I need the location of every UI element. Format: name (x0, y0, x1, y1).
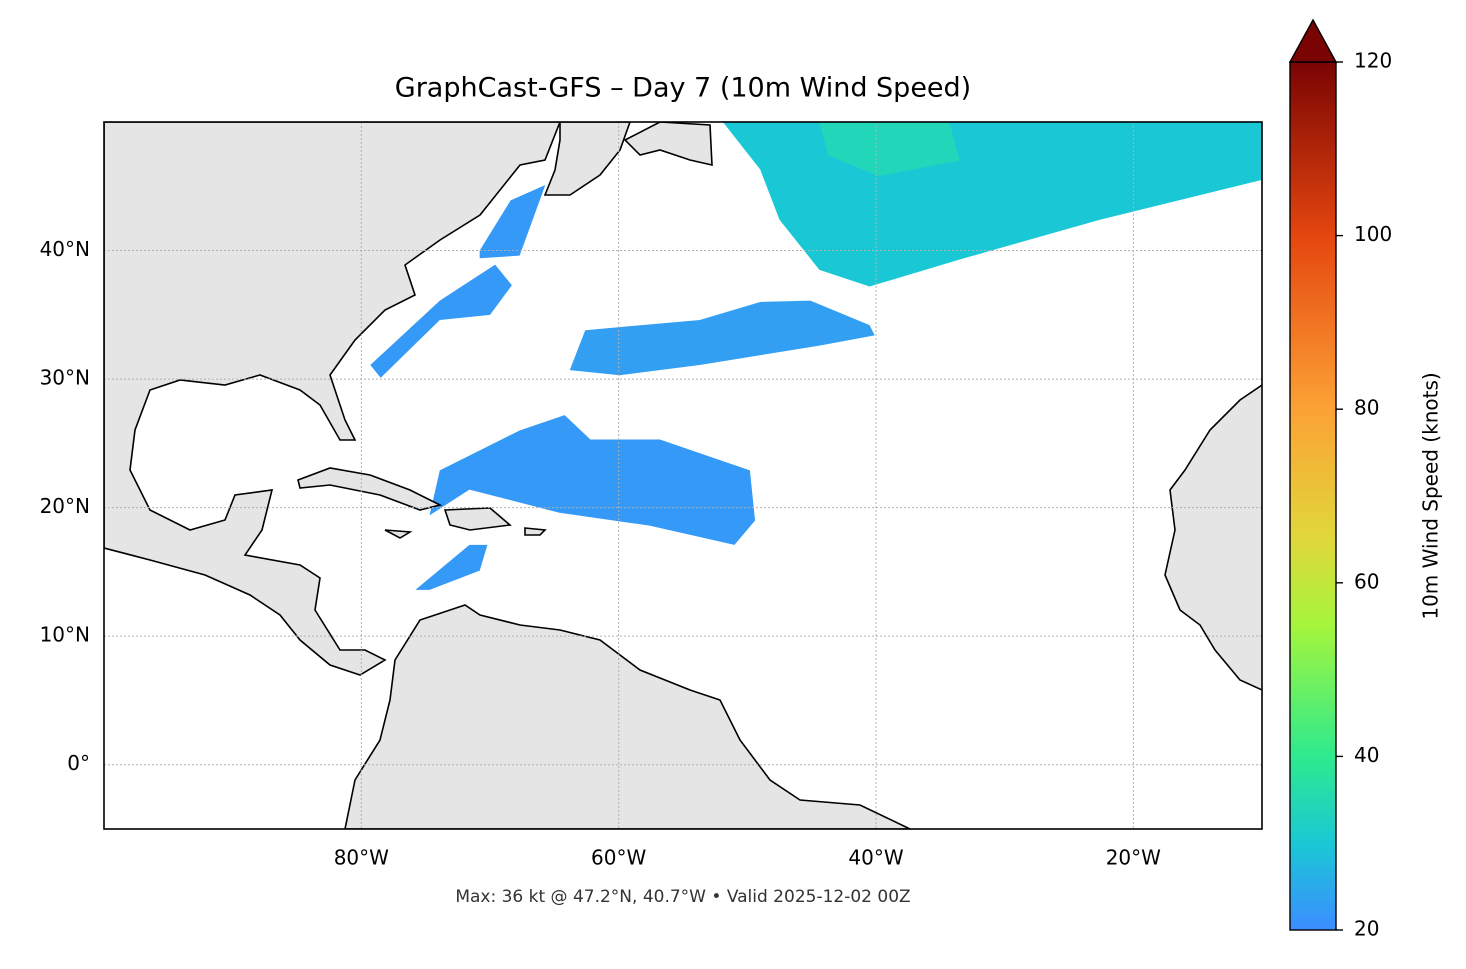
colorbar-tick-label: 80 (1354, 396, 1379, 420)
x-tick-label: 80°W (334, 846, 389, 870)
map-frame (103, 121, 1263, 830)
wind-field (722, 122, 1262, 287)
wind-field (479, 184, 546, 259)
newfoundland (623, 122, 713, 167)
cuba (297, 467, 443, 511)
grid (104, 122, 1262, 829)
footer-note: Max: 36 kt @ 47.2°N, 40.7°W • Valid 2025… (455, 887, 910, 907)
x-tick-label: 60°W (591, 846, 646, 870)
wind-field (370, 264, 512, 378)
wind-field (415, 544, 488, 590)
jamaica (384, 529, 413, 539)
south-america (344, 604, 911, 829)
y-tick-label: 0° (67, 751, 90, 775)
north-america (104, 122, 561, 676)
colorbar-tick-label: 100 (1354, 222, 1392, 246)
chart-title: GraphCast-GFS – Day 7 (10m Wind Speed) (395, 73, 971, 104)
africa (1164, 384, 1262, 691)
y-tick-label: 30°N (40, 366, 90, 390)
x-tick-label: 40°W (848, 846, 903, 870)
y-tick-label: 20°N (40, 494, 90, 518)
wind-fields (370, 122, 1262, 590)
land (104, 122, 1262, 829)
wind-field (819, 122, 960, 176)
y-tick-label: 40°N (40, 237, 90, 261)
colorbar-tick-label: 60 (1354, 569, 1379, 593)
y-tick-label: 10°N (40, 623, 90, 647)
x-tick-label: 20°W (1106, 846, 1161, 870)
puerto-rico (524, 527, 547, 536)
wind-field (569, 300, 875, 376)
colorbar-label: 10m Wind Speed (knots) (1419, 372, 1443, 619)
colorbar-tick-label: 120 (1354, 49, 1392, 73)
colorbar-tick-label: 20 (1354, 917, 1379, 941)
maritimes (543, 122, 631, 196)
wind-field (429, 415, 756, 545)
colorbar-tick-label: 40 (1354, 743, 1379, 767)
hispaniola (443, 507, 512, 531)
colorbar (1289, 61, 1337, 931)
colorbar-extend (1288, 18, 1338, 63)
